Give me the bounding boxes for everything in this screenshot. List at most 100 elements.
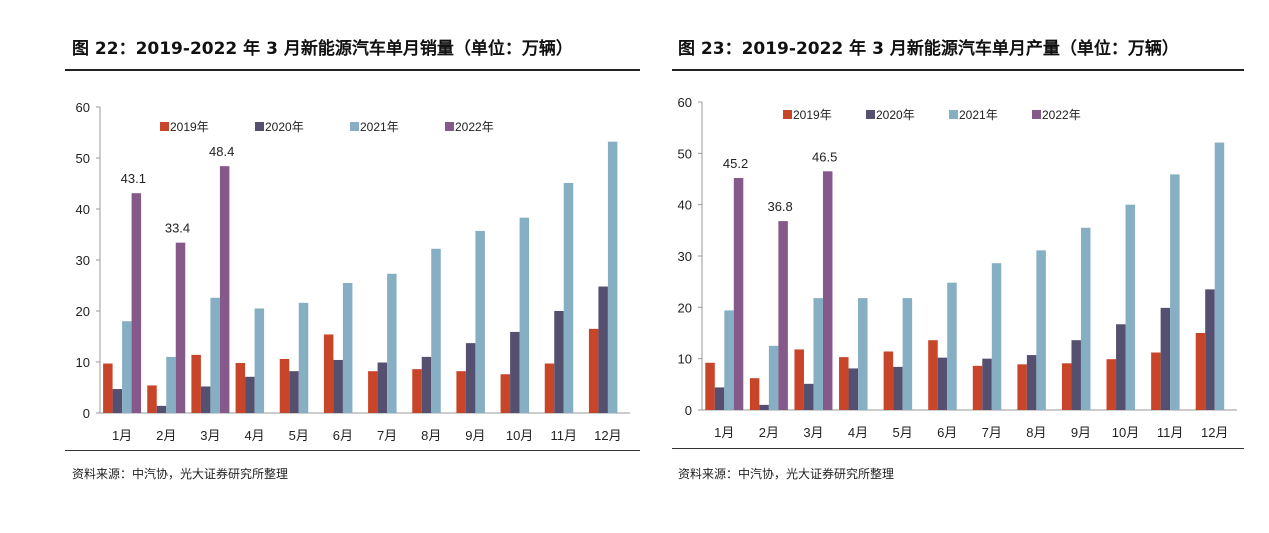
bar-2019 <box>147 385 157 413</box>
y-tick-label: 60 <box>678 95 692 110</box>
x-tick-label: 10月 <box>1112 425 1139 440</box>
data-label: 36.8 <box>767 199 792 214</box>
bar-2021 <box>724 310 734 410</box>
x-tick-label: 11月 <box>1157 425 1184 440</box>
bar-2022 <box>822 171 833 410</box>
bar-2020 <box>937 357 948 410</box>
y-tick-label: 30 <box>76 253 90 268</box>
x-tick-label: 4月 <box>244 428 264 443</box>
legend-swatch <box>866 110 875 119</box>
bar-2019 <box>323 334 334 413</box>
x-tick-label: 5月 <box>893 425 913 440</box>
bar-2021 <box>210 297 220 413</box>
bar-2022 <box>733 177 744 410</box>
x-tick-label: 1月 <box>112 428 132 443</box>
bar-2021 <box>475 230 485 413</box>
bar-2020 <box>333 359 343 413</box>
x-tick-label: 5月 <box>289 428 309 443</box>
sales-chart: 0 10 20 30 40 50 60 1月 2月 3月 4月 5月 6月 7月 8月 9月 10月 11月 12月… <box>76 100 630 443</box>
bar-2020 <box>510 331 520 413</box>
bar-2020 <box>598 286 608 413</box>
bar-2020 <box>1116 324 1126 410</box>
legend-swatch <box>255 122 264 131</box>
x-tick-label: 2月 <box>156 428 176 443</box>
x-tick-label: 12月 <box>594 428 621 443</box>
bar-2019 <box>794 349 804 410</box>
legend-label: 2020年 <box>876 108 915 122</box>
data-label: 45.2 <box>723 156 748 171</box>
legend-label: 2021年 <box>360 120 399 134</box>
bar-2021 <box>813 298 823 410</box>
y-tick-label: 0 <box>685 403 692 418</box>
data-label: 46.5 <box>812 149 837 164</box>
bar-2019 <box>191 354 201 413</box>
source-divider <box>672 448 1244 449</box>
bar-2019 <box>839 357 849 410</box>
x-tick-label: 3月 <box>200 428 220 443</box>
legend-swatch <box>783 110 792 119</box>
bar-2021 <box>342 282 353 413</box>
legend-label: 2021年 <box>959 108 998 122</box>
bar-2021 <box>1080 227 1091 410</box>
bar-2020 <box>848 368 859 410</box>
bar-2021 <box>387 273 397 413</box>
bar-2020 <box>112 389 123 413</box>
bar-2020 <box>803 383 814 410</box>
legend-swatch <box>949 110 958 119</box>
bar-2021 <box>902 298 913 410</box>
x-tick-label: 9月 <box>465 428 485 443</box>
bar-2019 <box>588 328 599 413</box>
y-tick-label: 20 <box>678 300 692 315</box>
bar-2020 <box>156 405 167 413</box>
bar-2019 <box>544 363 555 413</box>
x-tick-label: 4月 <box>848 425 868 440</box>
bar-2019 <box>500 374 511 413</box>
bar-2019 <box>279 358 290 413</box>
bar-2021 <box>991 263 1002 410</box>
bar-2019 <box>456 371 466 413</box>
x-tick-label: 1月 <box>714 425 734 440</box>
bar-2019 <box>928 340 938 410</box>
bar-2020 <box>1160 307 1171 410</box>
bar-2021 <box>607 141 618 413</box>
bar-2021 <box>858 298 868 410</box>
bar-2019 <box>368 371 378 413</box>
bar-2022 <box>175 242 186 413</box>
y-tick-label: 50 <box>76 151 90 166</box>
bar-2020 <box>714 387 725 410</box>
legend-label: 2019年 <box>793 108 832 122</box>
bar-2020 <box>759 404 769 410</box>
x-tick-label: 8月 <box>1026 425 1046 440</box>
bar-2019 <box>1061 363 1072 410</box>
legend-label: 2020年 <box>265 120 304 134</box>
bar-2020 <box>893 366 903 410</box>
bar-2020 <box>1205 289 1215 410</box>
x-tick-label: 7月 <box>982 425 1002 440</box>
legend-label: 2019年 <box>170 120 209 134</box>
bar-2021 <box>1170 174 1180 410</box>
y-tick-label: 10 <box>678 352 692 367</box>
bar-2019 <box>235 363 246 413</box>
y-tick-label: 10 <box>76 355 90 370</box>
chart-title-production: 图 23：2019-2022 年 3 月新能源汽车单月产量（单位：万辆） <box>678 39 1179 59</box>
legend-swatch <box>160 122 169 131</box>
bar-2020 <box>377 362 388 413</box>
chart-title-sales: 图 22：2019-2022 年 3 月新能源汽车单月销量（单位：万辆） <box>72 39 573 59</box>
bar-2021 <box>947 282 957 410</box>
bar-2022 <box>131 193 142 413</box>
bar-2020 <box>554 311 564 413</box>
y-tick-label: 40 <box>678 198 692 213</box>
y-tick-label: 20 <box>76 304 90 319</box>
bar-2019 <box>1106 359 1117 410</box>
y-tick-label: 60 <box>76 100 90 115</box>
x-tick-label: 2月 <box>759 425 779 440</box>
bar-2021 <box>563 182 574 413</box>
data-label: 48.4 <box>209 144 234 159</box>
bar-2020 <box>289 371 299 413</box>
title-divider <box>65 69 640 71</box>
data-label: 43.1 <box>121 171 146 186</box>
bar-2021 <box>519 217 530 413</box>
bar-2022 <box>778 221 788 410</box>
x-tick-label: 9月 <box>1071 425 1091 440</box>
bar-2019 <box>1195 333 1206 410</box>
